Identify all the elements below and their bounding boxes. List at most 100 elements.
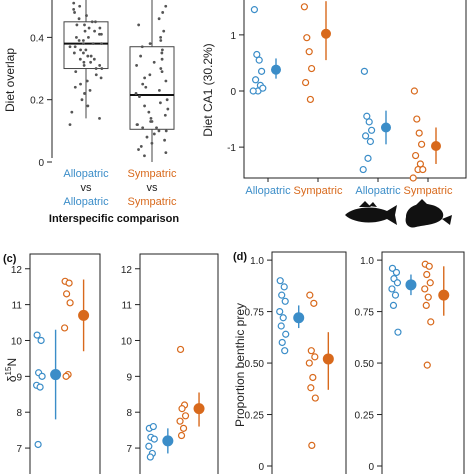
group-mean	[381, 122, 391, 133]
box-point	[160, 70, 164, 74]
box-point	[164, 4, 168, 8]
box-point	[93, 29, 96, 33]
x-category-label: Sympatric	[404, 185, 453, 197]
data-point	[281, 297, 289, 305]
box-point	[85, 79, 89, 83]
sculpin-icon	[405, 199, 452, 228]
y-tick-label: 9	[16, 372, 22, 383]
data-point	[279, 314, 287, 322]
data-point	[179, 424, 188, 432]
data-point	[310, 299, 318, 307]
data-point	[311, 394, 319, 402]
data-point	[359, 165, 367, 174]
box-point	[164, 129, 168, 133]
box-point	[164, 151, 168, 155]
box-point	[163, 138, 166, 142]
data-point	[418, 140, 426, 148]
data-point	[36, 383, 44, 391]
plot-frame	[271, 251, 347, 474]
data-point	[388, 285, 396, 293]
box-point	[147, 110, 151, 114]
box-point	[83, 29, 87, 33]
y-tick-label: 0.4	[30, 33, 44, 44]
plot-frame	[139, 253, 219, 474]
box-point	[149, 116, 153, 120]
box-point	[81, 39, 85, 42]
group-mean	[193, 403, 205, 415]
box-point	[73, 85, 77, 89]
box-point	[80, 98, 84, 102]
y-tick-label: 1	[230, 31, 236, 42]
box-point	[87, 26, 91, 30]
box-point	[98, 64, 102, 67]
box-point	[143, 76, 147, 80]
data-point	[281, 347, 289, 355]
box-point	[94, 73, 98, 77]
data-point	[307, 347, 315, 355]
data-point	[258, 67, 266, 75]
group-mean	[162, 435, 174, 447]
data-point	[362, 132, 370, 140]
box-point	[150, 141, 154, 145]
y-tick-label: 11	[122, 301, 133, 312]
data-point	[368, 126, 376, 134]
data-point	[259, 84, 267, 92]
data-point	[365, 118, 373, 126]
data-point	[425, 262, 433, 270]
box-point	[91, 42, 95, 46]
data-point	[38, 372, 46, 380]
data-point	[419, 165, 427, 174]
y-tick-label: 8	[16, 408, 22, 419]
y-tick-label: 0.25	[245, 411, 265, 422]
data-point	[66, 299, 74, 307]
data-point	[410, 87, 418, 95]
box-point	[165, 98, 169, 102]
data-point	[307, 384, 315, 392]
group-mean	[271, 64, 281, 75]
box-point	[98, 26, 102, 30]
x-category-label: Allopatric	[245, 185, 291, 197]
panel-label: (d)	[233, 251, 247, 263]
data-point	[305, 48, 313, 56]
box-point	[140, 45, 144, 49]
box-point	[72, 7, 76, 11]
box-point	[83, 23, 86, 27]
box-point	[158, 88, 161, 92]
data-point	[178, 405, 186, 413]
data-point	[278, 338, 286, 347]
y-tick-label: 11	[12, 301, 23, 312]
box-point	[78, 4, 82, 8]
box-point	[70, 110, 74, 114]
box-point	[157, 129, 161, 133]
box-point	[94, 20, 97, 24]
box-point	[152, 60, 156, 64]
box-point	[74, 70, 78, 74]
box-point	[94, 67, 98, 70]
box-point	[148, 42, 152, 46]
data-point	[146, 453, 154, 461]
box-point	[79, 82, 82, 86]
y-axis-label: Proportion benthic prey	[233, 303, 247, 427]
data-point	[422, 301, 430, 310]
box-point	[161, 11, 165, 14]
x-category-vs: vs	[147, 182, 159, 194]
box-point	[159, 35, 163, 39]
plot-frame	[243, 0, 467, 179]
box-point	[82, 64, 86, 67]
data-point	[388, 264, 397, 272]
box-point	[155, 126, 158, 130]
x-category-label: Allopatric	[355, 185, 401, 197]
box-point	[159, 39, 163, 42]
data-point	[413, 115, 421, 123]
box-point	[141, 126, 145, 130]
box-point	[85, 14, 88, 17]
box-point	[139, 54, 143, 58]
group-mean	[431, 141, 441, 152]
box-point	[137, 148, 140, 151]
box-point	[159, 67, 163, 70]
box-point	[87, 35, 90, 39]
box-point	[72, 1, 76, 5]
y-tick-label: 0	[368, 462, 374, 473]
box-point	[77, 17, 81, 21]
data-point	[424, 293, 432, 301]
